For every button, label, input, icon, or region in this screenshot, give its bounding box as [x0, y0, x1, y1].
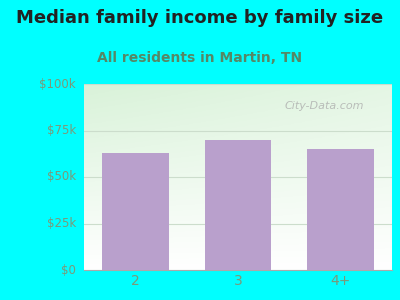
Text: Median family income by family size: Median family income by family size [16, 9, 384, 27]
Text: $75k: $75k [47, 124, 76, 137]
Text: $100k: $100k [39, 77, 76, 91]
Text: All residents in Martin, TN: All residents in Martin, TN [98, 51, 302, 65]
Bar [102, 153, 169, 270]
Bar [205, 140, 271, 270]
Bar [307, 149, 374, 270]
Text: $0: $0 [61, 263, 76, 277]
Text: $25k: $25k [47, 217, 76, 230]
Text: $50k: $50k [47, 170, 76, 184]
Text: City-Data.com: City-Data.com [284, 101, 364, 111]
